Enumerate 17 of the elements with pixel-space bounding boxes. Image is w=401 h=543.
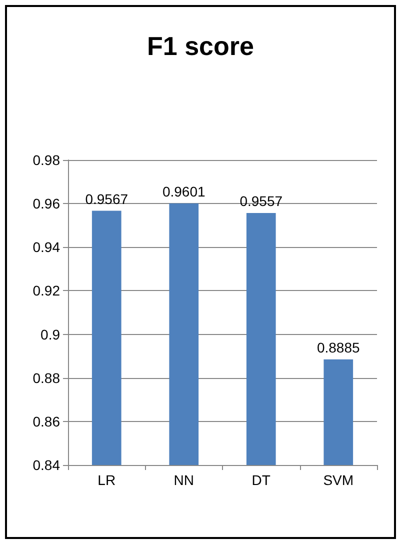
x-tick-label: LR: [98, 472, 116, 488]
y-tick-label: 0.94: [32, 239, 60, 256]
data-label: 0.9567: [85, 190, 128, 207]
data-label: 0.9601: [162, 183, 206, 200]
y-tick-label: 0.92: [32, 282, 60, 299]
chart-title: F1 score: [147, 31, 254, 61]
x-tick-label: SVM: [323, 472, 354, 488]
x-tick-label: NN: [174, 472, 194, 488]
y-tick-label: 0.9: [40, 326, 60, 342]
y-tick-label: 0.88: [32, 370, 60, 386]
data-label: 0.8885: [316, 339, 360, 356]
y-tick-label: 0.84: [32, 457, 60, 473]
x-tick-label: DT: [252, 472, 271, 488]
y-tick-label: 0.96: [32, 196, 60, 212]
y-tick-label: 0.86: [32, 413, 60, 430]
data-label: 0.9557: [240, 192, 283, 209]
y-tick-label: 0.98: [32, 152, 60, 168]
